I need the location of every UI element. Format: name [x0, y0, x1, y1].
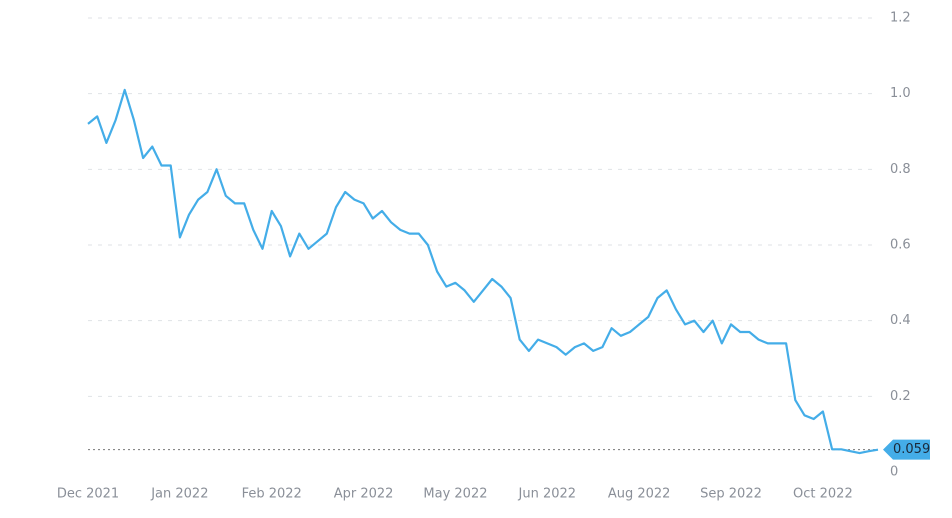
x-tick-label: May 2022 [423, 487, 487, 502]
price-line [87, 88, 879, 455]
x-tick-label: Sep 2022 [700, 487, 762, 502]
current-value-label: 0.059 [893, 442, 930, 457]
x-tick-label: Jan 2022 [150, 487, 208, 502]
y-tick-label: 0.6 [890, 238, 911, 253]
y-tick-label: 1.2 [890, 11, 911, 26]
y-tick-label: 0.2 [890, 389, 911, 404]
x-tick-label: Feb 2022 [242, 487, 302, 502]
x-tick-label: Jun 2022 [518, 487, 577, 502]
x-tick-label: Dec 2021 [57, 487, 119, 502]
x-tick-label: Oct 2022 [793, 487, 853, 502]
y-tick-label: 0 [890, 465, 898, 480]
y-tick-label: 0.8 [890, 162, 911, 177]
x-tick-label: Aug 2022 [608, 487, 671, 502]
y-tick-label: 1.0 [890, 86, 911, 101]
x-tick-label: Apr 2022 [334, 487, 394, 502]
current-value-tag [883, 439, 930, 460]
y-tick-label: 0.4 [890, 313, 911, 328]
